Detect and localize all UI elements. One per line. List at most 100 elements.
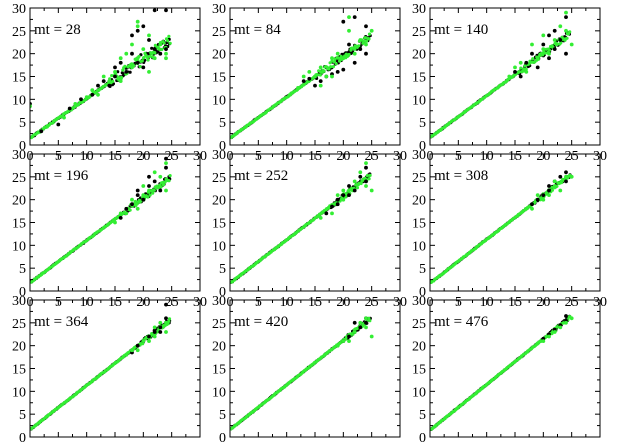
data-point xyxy=(147,70,151,74)
data-point xyxy=(364,320,368,325)
data-point xyxy=(147,339,151,343)
data-point xyxy=(552,28,557,33)
trend-point-green xyxy=(334,62,338,66)
data-point xyxy=(164,47,168,51)
y-tick-label: 5 xyxy=(419,262,426,277)
x-tick-label: 30 xyxy=(193,441,207,443)
data-point xyxy=(352,188,357,193)
data-point xyxy=(313,83,317,88)
data-point xyxy=(158,51,163,56)
trend-point-green xyxy=(146,58,150,62)
y-tick-label: 25 xyxy=(412,25,426,40)
trend-point-green xyxy=(368,173,372,177)
data-point xyxy=(569,316,574,321)
data-point xyxy=(341,19,346,24)
data-point xyxy=(558,24,563,29)
panel-label: mt = 252 xyxy=(234,168,288,184)
data-point xyxy=(135,348,140,353)
data-point xyxy=(564,320,568,325)
y-tick-label: 30 xyxy=(212,294,226,309)
trend-point-green xyxy=(568,30,572,34)
y-tick-label: 10 xyxy=(412,385,426,400)
data-point xyxy=(535,56,540,61)
data-point xyxy=(341,193,346,198)
data-point xyxy=(135,56,140,61)
trend-point-green xyxy=(318,73,322,77)
data-point xyxy=(135,24,140,29)
data-point xyxy=(552,38,557,42)
data-point xyxy=(118,60,123,65)
x-tick-label: 25 xyxy=(165,441,179,443)
data-point xyxy=(352,179,357,184)
y-tick-label: 25 xyxy=(12,25,26,40)
data-point xyxy=(530,206,534,211)
trend-point-black xyxy=(128,70,132,74)
data-point xyxy=(135,60,140,65)
panel-3: 051015202530051015202530mt = 140 xyxy=(412,2,607,164)
y-tick-label: 0 xyxy=(219,285,226,300)
data-point xyxy=(301,79,306,83)
data-point xyxy=(164,188,168,193)
trend-point-green xyxy=(364,39,369,43)
data-point xyxy=(152,179,157,184)
trend-point-green xyxy=(140,59,144,63)
trend-point-green xyxy=(159,185,163,189)
y-tick-label: 10 xyxy=(12,93,26,108)
data-point xyxy=(152,330,157,334)
data-point xyxy=(535,193,540,198)
trend-point-green xyxy=(315,73,320,77)
data-point xyxy=(141,193,146,198)
data-point xyxy=(130,197,134,202)
y-tick-label: 15 xyxy=(412,363,426,378)
y-tick-label: 20 xyxy=(412,194,426,209)
trend-point-green xyxy=(332,60,336,64)
y-tick-label: 5 xyxy=(419,116,426,131)
trend-point-green xyxy=(519,66,523,70)
panel-8: 0 5 10 15 20 25 30 0 5 10 15 20 25 30 mt = 420 xyxy=(212,294,407,443)
data-point xyxy=(141,184,146,188)
y-tick-label: 0 xyxy=(419,139,426,154)
data-point xyxy=(552,184,557,188)
x-tick-label: 5 xyxy=(455,441,462,443)
y-tick-label: 5 xyxy=(419,408,426,423)
data-point xyxy=(547,56,551,61)
trend-point-green xyxy=(353,47,357,51)
y-tick-label: 15 xyxy=(212,71,226,86)
trend-point-green xyxy=(368,319,372,323)
trend-point-green xyxy=(142,56,146,60)
data-point xyxy=(347,339,351,343)
trend-point-green xyxy=(148,193,152,197)
y-tick-label: 0 xyxy=(19,285,26,300)
data-point xyxy=(547,184,551,188)
panel-label: mt = 196 xyxy=(34,168,89,184)
data-point xyxy=(318,79,323,83)
panel-9: 0 5 10 15 20 25 30 0 5 10 15 20 25 30 mt = 476 xyxy=(412,294,607,443)
panel-6: 051015202530051015202530mt = 308 xyxy=(412,148,607,310)
data-point xyxy=(518,60,523,65)
trend-point-green xyxy=(111,79,115,83)
data-point xyxy=(341,197,346,202)
trend-point-green xyxy=(543,51,547,55)
trend-point-green xyxy=(550,188,555,192)
data-point xyxy=(347,184,351,188)
trend-point-green xyxy=(357,44,361,48)
y-tick-label: 10 xyxy=(12,239,26,254)
data-point xyxy=(352,320,357,325)
data-point xyxy=(335,197,340,202)
y-tick-label: 20 xyxy=(412,48,426,63)
data-point xyxy=(530,51,534,56)
panel-5: 051015202530051015202530mt = 252 xyxy=(212,148,407,310)
data-point xyxy=(62,115,66,120)
data-point xyxy=(524,70,529,74)
data-point xyxy=(369,334,374,339)
panel-1: 051015202530051015202530mt = 28 xyxy=(12,2,207,164)
data-point xyxy=(147,174,151,179)
y-tick-label: 15 xyxy=(212,363,226,378)
y-tick-label: 0 xyxy=(19,431,26,443)
data-point xyxy=(358,47,363,51)
data-point xyxy=(569,42,574,47)
data-point xyxy=(541,193,546,198)
trend-point-green xyxy=(138,64,142,69)
trend-point-green xyxy=(156,186,160,190)
data-point xyxy=(73,102,78,106)
